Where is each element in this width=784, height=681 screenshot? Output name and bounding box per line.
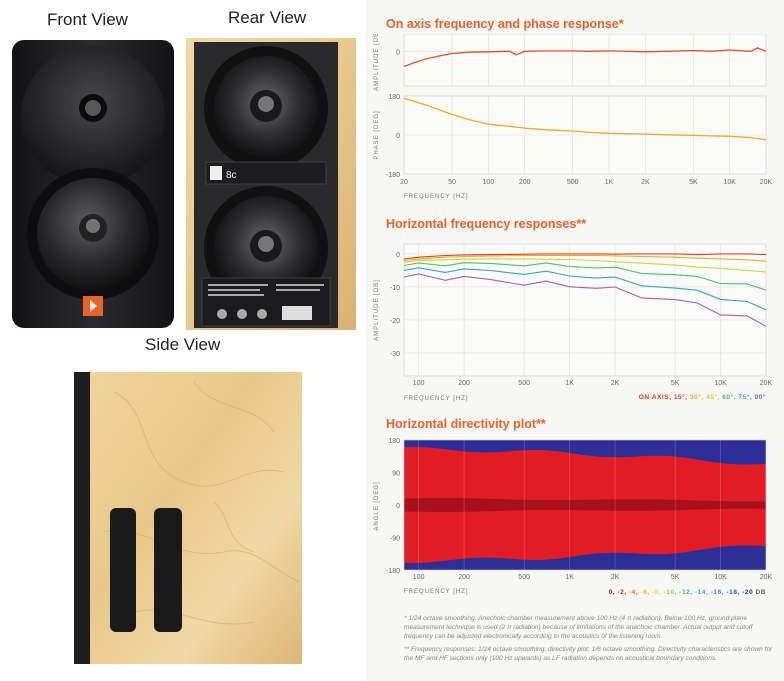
x-tick-label: 50 — [448, 179, 456, 186]
series-line-3 — [403, 262, 767, 291]
x-tick-label: 10K — [714, 380, 727, 387]
side-view-speaker — [74, 372, 302, 664]
y-axis-label: ANGLE [DEG] — [374, 481, 380, 530]
rear-model-label: 8c — [226, 170, 237, 181]
y-tick-label: 180 — [388, 94, 400, 101]
colorbar-entry: -14, — [695, 589, 711, 596]
colorbar-unit: DB — [755, 589, 766, 596]
series-line-5 — [403, 273, 767, 327]
y-tick-label: -20 — [390, 318, 400, 325]
colorbar-entry: -18, — [726, 589, 742, 596]
series-line-1 — [403, 97, 767, 141]
y-tick-label: -90 — [390, 536, 400, 543]
x-axis-label: FREQUENCY [HZ] — [404, 396, 469, 402]
x-tick-label: 500 — [518, 380, 530, 387]
colorbar-entry: -12, — [679, 589, 695, 596]
front-view-label: Front View — [47, 10, 128, 29]
horizontal-frequency-responses-chart: 100 200 500 1K 2K 5K 10K 20K 0 -10 -20 -30 AMPLITUDE… — [374, 243, 773, 402]
colorbar-entry: -20 — [742, 589, 755, 596]
y-tick-label: -180 — [386, 568, 400, 575]
plot-area-0 — [403, 34, 767, 87]
legend-entry: 30°, — [690, 393, 706, 401]
colorbar-entry: -8, — [652, 589, 664, 596]
series-line-0 — [403, 253, 767, 260]
x-tick-label: 1K — [605, 179, 614, 186]
legend: ON AXIS, 15°, 30°, 45°, 60°, 75°, 90° — [639, 393, 766, 401]
y-tick-label: 0 — [396, 503, 400, 510]
y-tick-label: -10 — [390, 285, 400, 292]
x-tick-label: 100 — [413, 574, 425, 581]
footnote-1: * 1/24 octave smoothing. Anechoic chambe… — [404, 615, 753, 640]
colorbar-entry: -16, — [711, 589, 727, 596]
x-tick-label: 20K — [760, 574, 773, 581]
colorbar-entry: 0, — [609, 589, 618, 596]
legend-entry: 75°, — [738, 393, 754, 401]
y-tick-label: 180 — [388, 438, 400, 445]
colorbar-entry: -4, — [629, 589, 641, 596]
x-tick-label: 1K — [565, 574, 574, 581]
legend-entry: 15°, — [674, 393, 690, 401]
on-axis-response-chart: 0 AMPLITUDE [DB] 180 0 -180 PHASE [DEG] 20 50 10… — [374, 34, 773, 200]
x-axis-label: FREQUENCY [HZ] — [404, 589, 469, 595]
colorbar-entry: -2, — [617, 589, 629, 596]
legend-entry-on-axis: ON AXIS, — [639, 394, 674, 401]
x-tick-label: 5K — [671, 380, 680, 387]
y-axis-label: AMPLITUDE [DB] — [374, 34, 380, 91]
plot-frame — [403, 439, 767, 571]
series-line-1 — [403, 254, 767, 262]
x-tick-label: 2K — [611, 380, 620, 387]
y-axis-label: PHASE [DEG] — [374, 110, 380, 159]
x-tick-label: 100 — [413, 380, 425, 387]
series-line-2 — [403, 258, 767, 273]
x-tick-label: 200 — [519, 179, 531, 186]
x-tick-label: 5K — [689, 179, 698, 186]
footnote-2: ** Frequency responses: 1/24 octave smoo… — [404, 646, 773, 662]
colorbar-legend: 0, -2, -4, -6, -8, -10, -12, -14, -16, -… — [609, 589, 766, 596]
legend-entry: 90° — [755, 393, 766, 401]
horizontal-directivity-plot: 100 200 500 1K 2K 5K 10K 20K 180 90 0 -90 -180 ANGLE … — [374, 438, 773, 596]
series-line-0 — [403, 47, 767, 68]
chart-2-title: Horizontal frequency responses** — [386, 217, 587, 231]
x-tick-label: 20 — [400, 179, 408, 186]
legend-entry: 60°, — [722, 393, 738, 401]
x-tick-label: 200 — [458, 380, 470, 387]
y-tick-label: 0 — [396, 252, 400, 259]
y-axis-label: AMPLITUDE [DB] — [374, 279, 380, 341]
x-axis-label: FREQUENCY [HZ] — [404, 194, 469, 200]
y-tick-label: 0 — [396, 49, 400, 56]
chart-3-title: Horizontal directivity plot** — [386, 417, 546, 431]
x-tick-label: 100 — [482, 179, 494, 186]
front-view-speaker — [12, 40, 174, 328]
x-tick-label: 2K — [611, 574, 620, 581]
chart-1-title: On axis frequency and phase response* — [386, 17, 624, 31]
series-line-4 — [403, 267, 767, 311]
rear-view-label: Rear View — [228, 8, 307, 27]
x-tick-label: 2K — [641, 179, 650, 186]
y-tick-label: -30 — [390, 351, 400, 358]
x-tick-label: 500 — [567, 179, 579, 186]
side-view-label: Side View — [145, 335, 221, 354]
y-tick-label: -180 — [386, 172, 400, 179]
x-tick-label: 10K — [714, 574, 727, 581]
x-tick-label: 200 — [458, 574, 470, 581]
x-tick-label: 20K — [760, 179, 773, 186]
rear-view-speaker: 8c — [186, 38, 356, 330]
x-tick-label: 500 — [518, 574, 530, 581]
colorbar-entry: -10, — [664, 589, 680, 596]
x-tick-label: 1K — [565, 380, 574, 387]
y-tick-label: 0 — [396, 133, 400, 140]
colorbar-entry: -6, — [641, 589, 653, 596]
x-tick-label: 10K — [723, 179, 736, 186]
x-tick-label: 5K — [671, 574, 680, 581]
y-tick-label: 90 — [392, 471, 400, 478]
legend-entry: 45°, — [706, 393, 722, 401]
directivity-band-0 — [404, 498, 766, 512]
x-tick-label: 20K — [760, 380, 773, 387]
